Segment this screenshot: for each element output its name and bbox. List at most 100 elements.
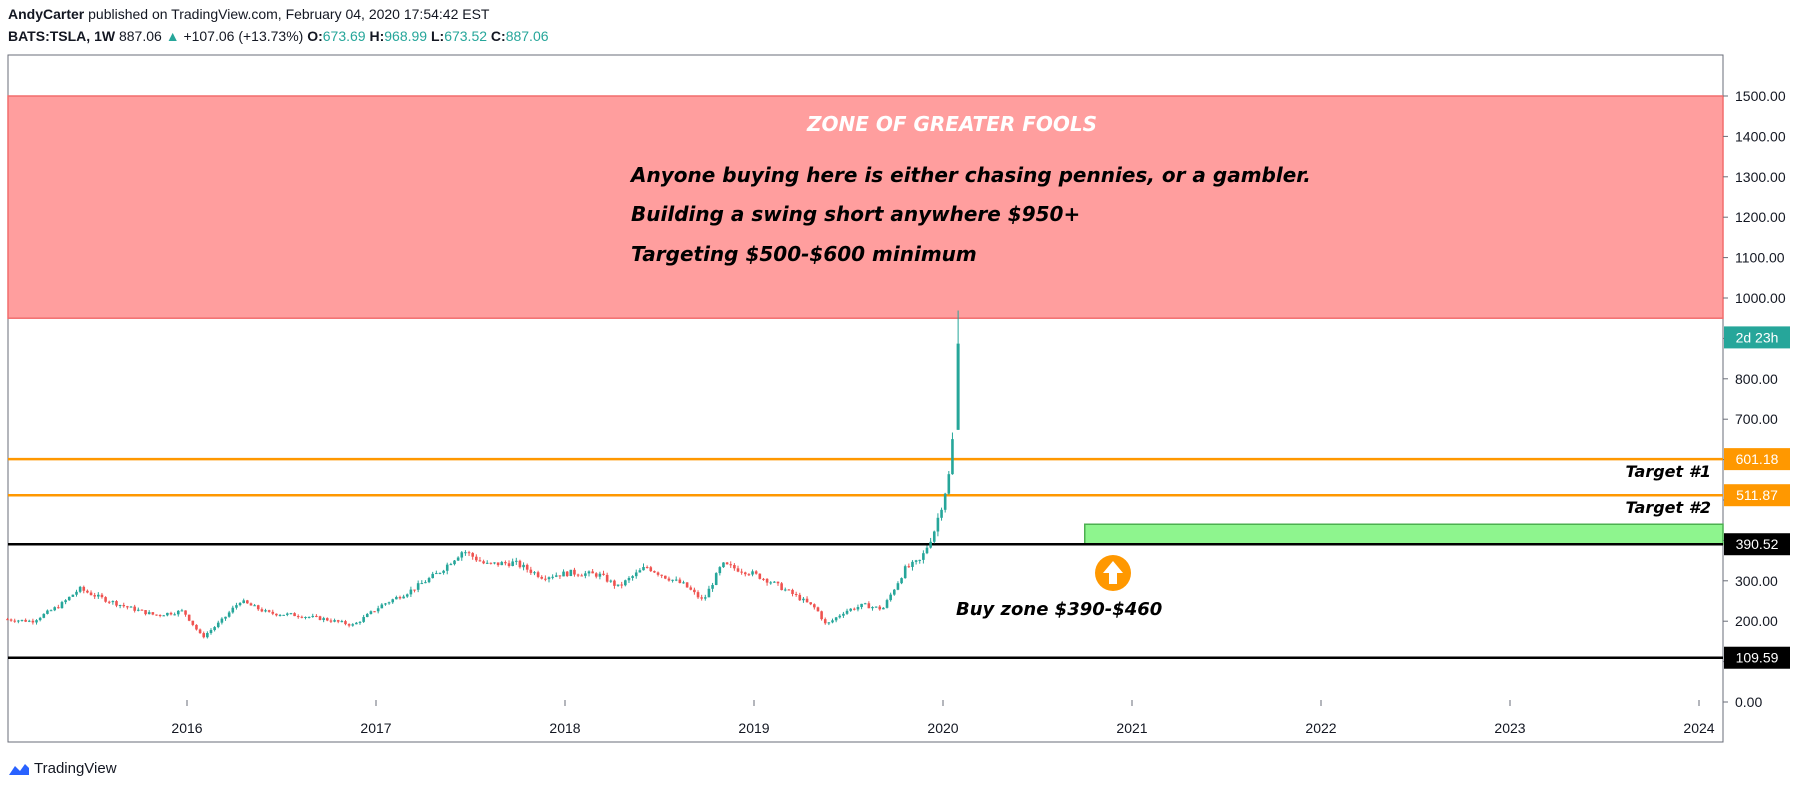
candle xyxy=(413,589,416,593)
candle xyxy=(598,571,602,580)
candle xyxy=(529,566,533,575)
candle xyxy=(842,611,845,618)
candle xyxy=(435,570,438,575)
candle xyxy=(467,550,471,557)
candle xyxy=(209,628,213,635)
candle xyxy=(547,576,551,583)
candle xyxy=(820,610,823,621)
zone-of-greater-fools-rect[interactable] xyxy=(7,95,1724,319)
x-tick-label: 2018 xyxy=(549,720,580,736)
x-tick-label: 2020 xyxy=(927,720,958,736)
candle xyxy=(449,562,453,566)
candle xyxy=(31,618,35,625)
candle xyxy=(333,618,336,623)
candle xyxy=(409,586,413,598)
candle xyxy=(514,557,518,565)
candle xyxy=(773,581,776,583)
price-change: +107.06 (+13.73%) xyxy=(183,28,304,44)
close-value: 887.06 xyxy=(505,28,549,44)
candle xyxy=(711,582,714,592)
candle xyxy=(325,617,329,622)
candle xyxy=(947,471,951,495)
candle xyxy=(533,571,536,576)
candle xyxy=(540,575,544,580)
candle xyxy=(751,569,754,577)
candle xyxy=(86,589,89,594)
candle xyxy=(594,572,598,579)
candle-last xyxy=(956,310,960,430)
candle xyxy=(493,562,496,565)
candle xyxy=(587,570,591,577)
candle xyxy=(634,569,638,579)
candle xyxy=(304,616,307,620)
candle xyxy=(187,614,191,622)
last-price: 887.06 xyxy=(118,28,162,44)
candle xyxy=(885,598,889,609)
candle xyxy=(122,602,126,608)
candle xyxy=(162,614,166,617)
candle xyxy=(424,580,427,584)
candle xyxy=(584,570,587,579)
candle xyxy=(787,589,791,591)
candle xyxy=(791,588,794,597)
candle xyxy=(278,613,282,617)
candle xyxy=(89,590,93,596)
candle xyxy=(464,550,467,556)
candle xyxy=(445,562,449,575)
symbol-label: BATS:TSLA, 1W xyxy=(8,28,116,44)
candle xyxy=(918,559,922,564)
candle xyxy=(104,596,107,603)
candle xyxy=(693,587,696,595)
candle xyxy=(427,576,431,584)
candle xyxy=(49,609,53,612)
candle xyxy=(256,604,260,611)
buy-zone-rect[interactable] xyxy=(1084,523,1724,545)
candle xyxy=(689,585,693,591)
high-value: 968.99 xyxy=(384,28,428,44)
low-label: L: xyxy=(430,28,445,44)
candle xyxy=(93,592,96,599)
author-name[interactable]: AndyCarter xyxy=(8,6,85,22)
candle xyxy=(100,592,104,599)
svg-text:390.52: 390.52 xyxy=(1736,536,1779,552)
candle xyxy=(943,492,947,513)
candle xyxy=(671,579,674,583)
candle xyxy=(878,605,882,611)
candle xyxy=(649,565,653,572)
candle xyxy=(511,558,514,567)
candle xyxy=(794,591,798,597)
candle xyxy=(336,619,340,624)
candle xyxy=(351,623,355,627)
candle xyxy=(9,618,13,622)
candle xyxy=(573,567,576,577)
candle xyxy=(740,568,743,575)
candle xyxy=(460,551,464,561)
candle xyxy=(660,574,663,579)
footer-brand[interactable]: TradingView xyxy=(8,760,117,777)
candle xyxy=(13,618,17,623)
candle xyxy=(329,618,333,624)
candle xyxy=(685,582,689,588)
candle xyxy=(525,563,529,573)
candle xyxy=(64,599,67,605)
candle xyxy=(198,628,202,634)
candle xyxy=(558,575,562,579)
candle xyxy=(936,513,940,537)
svg-text:511.87: 511.87 xyxy=(1736,487,1778,503)
candle xyxy=(405,593,409,598)
candle xyxy=(736,565,740,573)
candle xyxy=(213,626,216,632)
candle xyxy=(809,602,812,606)
candle xyxy=(442,569,445,575)
x-tick-label: 2023 xyxy=(1494,720,1525,736)
candle xyxy=(860,603,863,610)
candle xyxy=(216,620,220,629)
candle xyxy=(395,595,398,600)
candle xyxy=(224,616,227,621)
candle xyxy=(714,572,718,586)
candle xyxy=(911,560,914,571)
candle xyxy=(97,592,100,599)
candle xyxy=(500,560,504,566)
candle xyxy=(206,631,209,639)
